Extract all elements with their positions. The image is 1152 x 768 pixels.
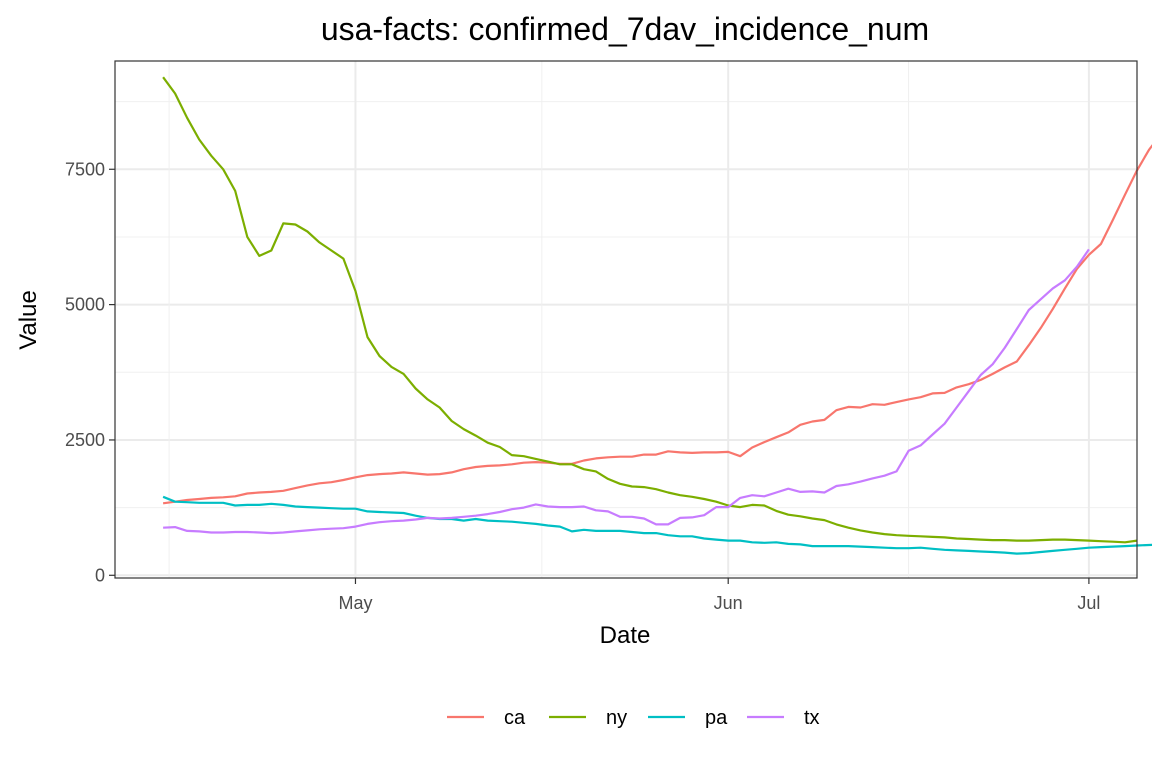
legend-item-tx: tx bbox=[747, 707, 820, 729]
legend-item-ny: ny bbox=[549, 707, 627, 729]
series-line-ny bbox=[162, 76, 1138, 544]
x-axis: May Jun Jul bbox=[338, 578, 1100, 613]
grid-lines bbox=[115, 61, 1137, 578]
y-tick-label: 5000 bbox=[65, 295, 105, 315]
x-tick-label: Jul bbox=[1077, 593, 1100, 613]
legend-item-ca: ca bbox=[447, 707, 526, 729]
series-line-pa bbox=[162, 495, 1152, 555]
x-tick-label: Jun bbox=[714, 593, 743, 613]
plot-panel bbox=[114, 60, 1152, 579]
series-lines bbox=[162, 76, 1152, 555]
legend-label-ny: ny bbox=[606, 707, 627, 729]
y-tick-label: 7500 bbox=[65, 159, 105, 179]
legend-label-ca: ca bbox=[504, 707, 526, 729]
y-axis: 0 2500 5000 7500 bbox=[65, 159, 115, 585]
y-tick-label: 0 bbox=[95, 565, 105, 585]
chart-title: usa-facts: confirmed_7dav_incidence_num bbox=[321, 11, 929, 47]
x-tick-label: May bbox=[338, 593, 372, 613]
series-line-tx bbox=[163, 248, 1090, 535]
legend: ca ny pa tx bbox=[447, 707, 820, 729]
y-axis-title: Value bbox=[15, 290, 42, 350]
legend-label-tx: tx bbox=[804, 707, 820, 729]
legend-item-pa: pa bbox=[648, 707, 728, 729]
y-tick-label: 2500 bbox=[65, 430, 105, 450]
plot-border bbox=[114, 60, 1138, 579]
legend-label-pa: pa bbox=[705, 707, 728, 729]
x-axis-title: Date bbox=[600, 622, 651, 649]
series-line-ca bbox=[162, 144, 1152, 505]
